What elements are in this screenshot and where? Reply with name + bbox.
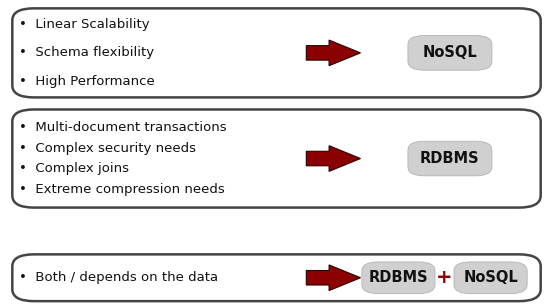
Text: •  Complex joins: • Complex joins [19, 163, 129, 176]
Text: •  Both / depends on the data: • Both / depends on the data [19, 271, 218, 284]
FancyBboxPatch shape [454, 262, 527, 294]
FancyBboxPatch shape [362, 262, 435, 294]
Text: •  Extreme compression needs: • Extreme compression needs [19, 184, 225, 197]
FancyBboxPatch shape [12, 8, 541, 97]
Text: •  Schema flexibility: • Schema flexibility [19, 47, 154, 59]
FancyBboxPatch shape [408, 141, 492, 176]
Text: NoSQL: NoSQL [463, 270, 518, 285]
Text: •  Complex security needs: • Complex security needs [19, 142, 196, 155]
FancyBboxPatch shape [12, 254, 541, 301]
Text: RDBMS: RDBMS [420, 151, 480, 166]
Text: +: + [436, 268, 453, 287]
Text: NoSQL: NoSQL [422, 45, 477, 60]
Text: •  Linear Scalability: • Linear Scalability [19, 18, 150, 31]
Text: •  High Performance: • High Performance [19, 75, 155, 88]
Polygon shape [306, 146, 361, 171]
Polygon shape [306, 265, 361, 290]
Text: •  Multi-document transactions: • Multi-document transactions [19, 121, 227, 134]
FancyBboxPatch shape [408, 35, 492, 70]
Text: RDBMS: RDBMS [369, 270, 428, 285]
FancyBboxPatch shape [12, 109, 541, 208]
Polygon shape [306, 40, 361, 66]
